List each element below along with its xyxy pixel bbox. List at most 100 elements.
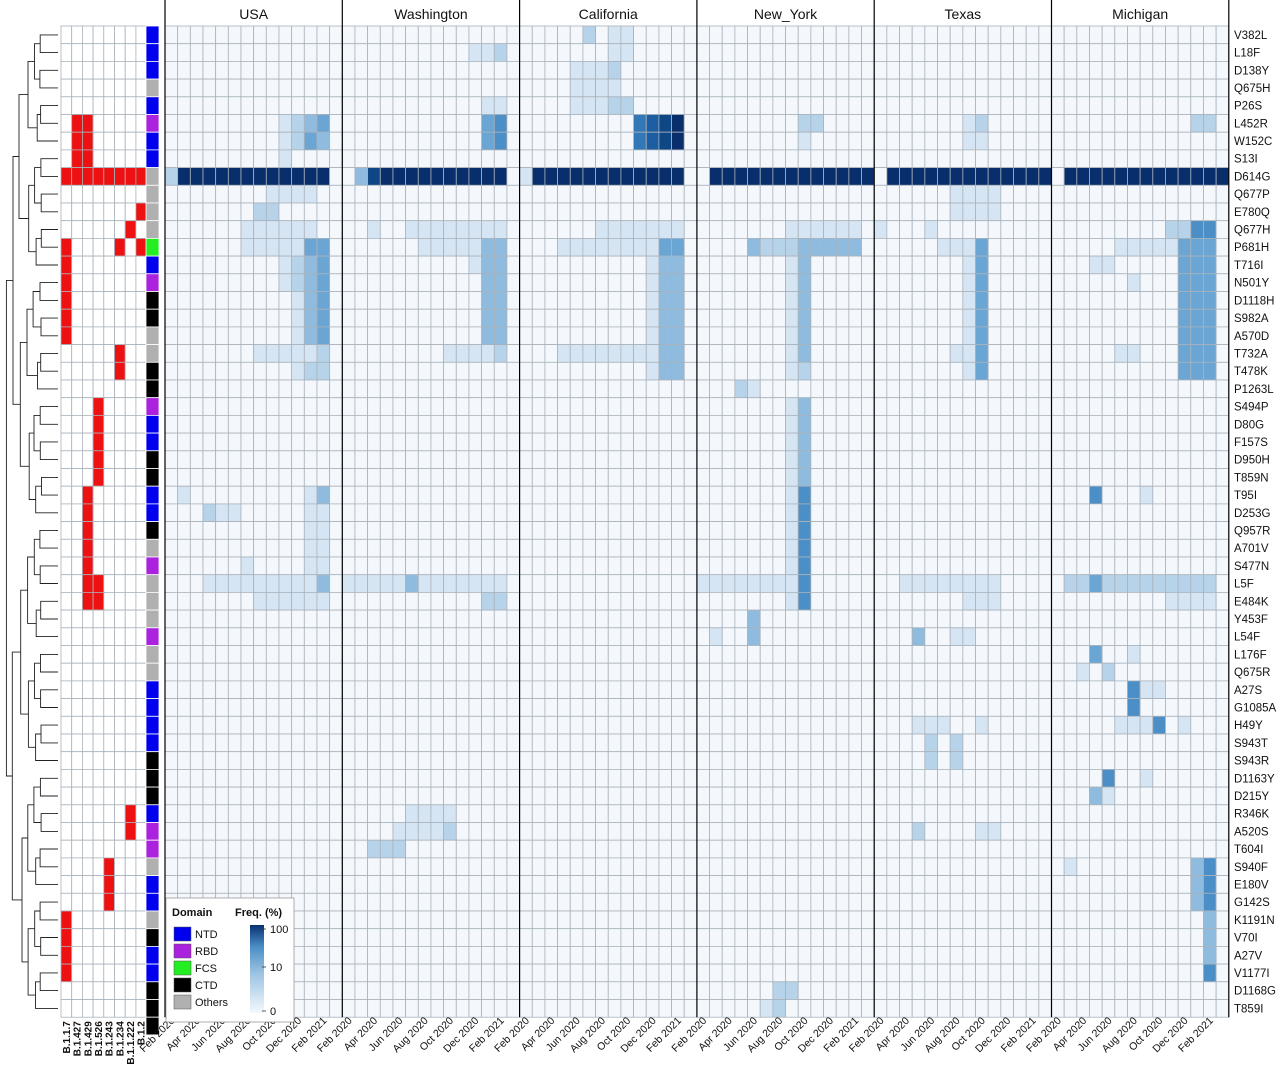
heat-cell	[683, 662, 698, 682]
lineage-cell	[124, 184, 137, 204]
heat-cell	[405, 910, 419, 930]
heat-cell	[278, 609, 293, 629]
heat-cell	[417, 556, 432, 576]
heat-cell	[759, 379, 774, 399]
heat-cell	[861, 521, 875, 540]
heat-cell	[1025, 184, 1040, 204]
heat-cell	[582, 43, 596, 62]
heat-cell	[303, 291, 318, 310]
heat-cell	[1063, 556, 1078, 576]
heat-cell	[329, 822, 343, 841]
heat-cell	[557, 662, 571, 682]
heat-cell	[620, 963, 634, 983]
heat-cell	[291, 698, 305, 717]
heat-cell	[582, 857, 596, 877]
heat-cell	[683, 61, 698, 80]
heat-cell	[1089, 468, 1103, 487]
heat-cell	[164, 556, 179, 576]
heat-cell	[164, 857, 179, 877]
heat-cell	[848, 910, 862, 930]
heat-cell	[721, 202, 736, 222]
heat-cell	[949, 662, 964, 682]
heat-cell	[519, 273, 533, 292]
heat-cell	[341, 662, 356, 682]
heat-cell	[582, 662, 596, 682]
heat-cell	[924, 202, 938, 222]
heat-cell	[430, 485, 445, 505]
heat-cell	[367, 698, 381, 717]
heat-cell	[519, 574, 533, 593]
heat-cell	[1177, 114, 1192, 133]
heat-cell	[873, 414, 888, 434]
heat-cell	[430, 574, 445, 593]
heat-cell	[1038, 114, 1052, 133]
heat-cell	[899, 999, 913, 1018]
heat-cell	[1000, 149, 1014, 168]
heat-cell	[696, 379, 710, 399]
heat-cell	[1013, 379, 1027, 399]
heat-cell	[341, 822, 356, 841]
heat-cell	[164, 645, 179, 664]
heat-cell	[899, 167, 913, 186]
heat-cell	[430, 432, 445, 452]
heat-cell	[265, 733, 280, 753]
heat-cell	[278, 149, 293, 168]
heat-cell	[1089, 450, 1103, 469]
heat-cell	[658, 592, 672, 611]
dendrogram-branch	[41, 476, 58, 496]
heat-cell	[1152, 237, 1166, 257]
heat-cell	[1165, 43, 1179, 62]
heat-cell	[620, 645, 634, 664]
lineage-cell	[71, 96, 83, 115]
lineage-cell	[82, 379, 94, 399]
heat-cell	[1114, 184, 1128, 204]
heat-cell	[721, 326, 736, 345]
heat-cell	[848, 273, 862, 292]
heat-cell	[721, 839, 736, 859]
lineage-cell	[92, 78, 105, 98]
heat-cell	[379, 592, 394, 611]
heat-cell	[810, 875, 824, 894]
heat-cell	[645, 308, 660, 328]
heat-cell	[747, 627, 761, 646]
heat-cell	[785, 485, 799, 505]
heat-cell	[1013, 291, 1027, 310]
heat-cell	[253, 875, 267, 894]
heat-cell	[455, 273, 470, 292]
heat-cell	[392, 96, 407, 115]
heat-cell	[772, 698, 786, 717]
heat-cell	[1000, 344, 1014, 363]
heat-cell	[215, 698, 229, 717]
heat-cell	[481, 220, 495, 239]
heat-cell	[595, 344, 609, 363]
heat-cell	[582, 715, 596, 735]
heat-cell	[1000, 255, 1014, 275]
heat-cell	[924, 857, 938, 877]
lineage-cell	[92, 131, 105, 151]
heat-cell	[354, 946, 369, 965]
heat-cell	[1203, 291, 1217, 310]
heat-cell	[1152, 131, 1166, 151]
heat-cell	[430, 326, 445, 345]
heat-cell	[671, 592, 685, 611]
heat-cell	[1203, 308, 1217, 328]
heat-cell	[519, 414, 533, 434]
heat-cell	[506, 733, 521, 753]
lineage-cell	[60, 751, 73, 770]
heat-cell	[379, 804, 394, 823]
heat-cell	[721, 609, 736, 629]
heat-cell	[848, 78, 862, 98]
heat-cell	[1025, 78, 1040, 98]
domain-cell	[145, 361, 160, 381]
heat-cell	[379, 273, 394, 292]
heat-cell	[810, 609, 824, 629]
heat-cell	[506, 326, 521, 345]
heat-cell	[1038, 733, 1052, 753]
heat-cell	[962, 503, 976, 522]
lineage-cell	[103, 397, 115, 416]
lineage-cell	[82, 237, 94, 257]
lineage-cell	[82, 96, 94, 115]
heat-cell	[202, 202, 217, 222]
heat-cell	[253, 25, 267, 45]
heat-cell	[975, 485, 989, 505]
